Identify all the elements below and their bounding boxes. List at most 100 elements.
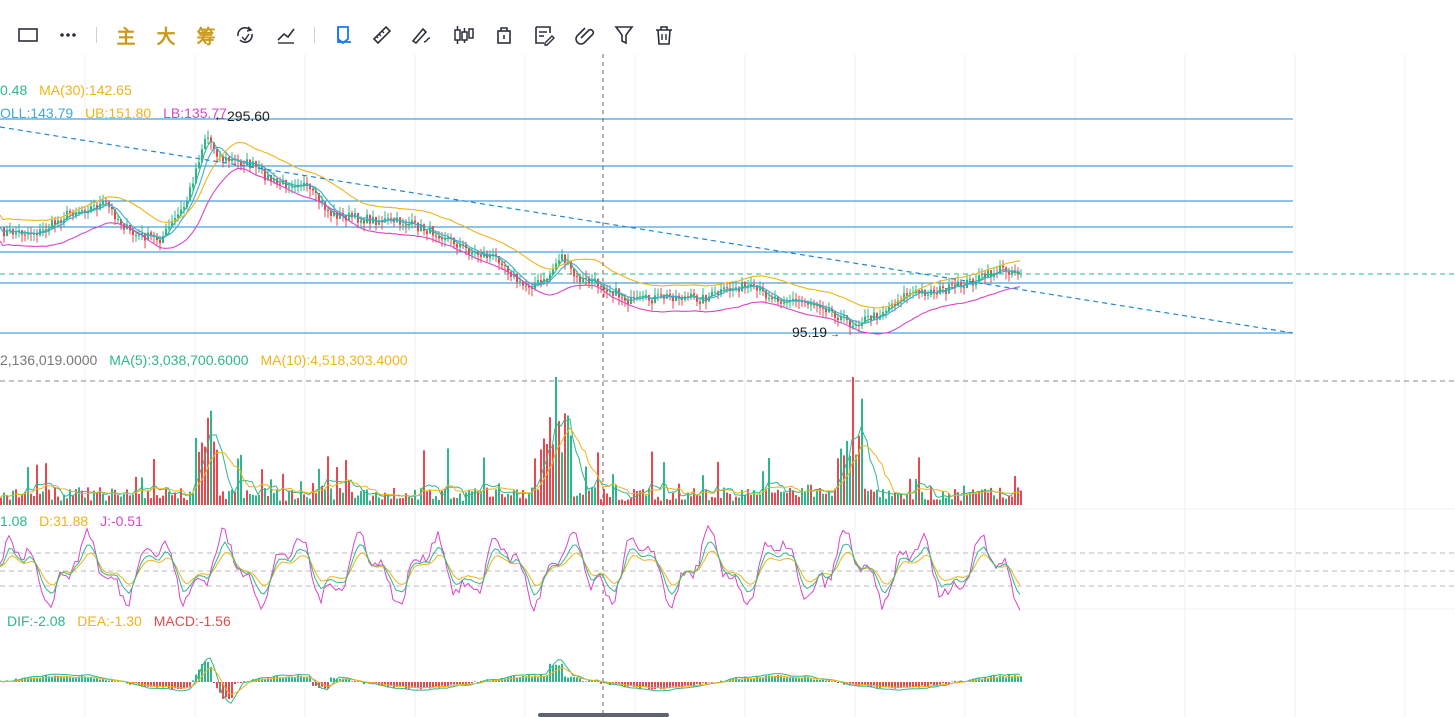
macd-bar (207, 662, 209, 682)
volume-bar (99, 487, 101, 505)
volume-bar (54, 487, 56, 505)
macd-bar (216, 682, 218, 689)
macd-bar (438, 682, 440, 688)
candle-body (9, 229, 11, 231)
volume-legend: 2,136,019.0000 MA(5):3,038,700.6000 MA(1… (0, 352, 416, 368)
trendline-tool-icon[interactable] (272, 16, 300, 54)
volume-bar (753, 490, 755, 505)
more-tools-icon[interactable] (54, 16, 82, 54)
macd-bar (507, 677, 509, 682)
macd-bar (336, 678, 338, 682)
volume-bar (180, 488, 182, 505)
kline-chart[interactable] (0, 54, 1455, 717)
macd-bar (135, 682, 137, 683)
candle-body (552, 269, 554, 275)
magnet-icon[interactable] (330, 16, 358, 54)
candle-body (582, 278, 584, 283)
volume-bar (408, 496, 410, 505)
volume-bar (966, 495, 968, 505)
candle-body (276, 178, 278, 184)
macd-bar (300, 675, 302, 682)
volume-bar (801, 488, 803, 505)
candle-body (660, 294, 662, 296)
candle-body (312, 189, 314, 191)
volume-bar (822, 493, 824, 505)
candle-body (324, 201, 326, 211)
volume-bar (273, 492, 275, 505)
filter-icon[interactable] (610, 16, 638, 54)
volume-bar (210, 410, 212, 505)
candle-body (183, 207, 185, 210)
candle-body (768, 297, 770, 299)
macd-bar (822, 678, 824, 682)
macd-bar (795, 677, 797, 682)
volume-bar (387, 495, 389, 505)
macd-bar (645, 682, 647, 688)
candle-body (339, 212, 341, 219)
candle-body (54, 220, 56, 225)
macd-bar (864, 682, 866, 685)
macd-bar (453, 682, 455, 685)
candle-body (321, 201, 323, 203)
volume-bar (237, 458, 239, 505)
volume-bar (873, 491, 875, 505)
volume-bar (393, 488, 395, 505)
volume-bar (831, 495, 833, 505)
rectangle-tool-icon[interactable] (14, 16, 42, 54)
volume-bar (639, 490, 641, 505)
volume-bar (849, 455, 851, 505)
volume-bar (804, 492, 806, 505)
volume-bar (762, 471, 764, 505)
candle-body (306, 182, 308, 184)
candle-body (165, 228, 167, 237)
macd-bar (87, 677, 89, 682)
candlestick-icon[interactable] (450, 16, 478, 54)
big-order-button[interactable]: 大 (156, 26, 176, 48)
volume-bar (717, 461, 719, 505)
candle-body (405, 224, 407, 226)
candle-body (843, 315, 845, 317)
macd-bar (570, 676, 572, 682)
macd-bar (588, 680, 590, 682)
volume-bar (390, 498, 392, 505)
ruler-icon[interactable] (368, 16, 396, 54)
horizontal-scroll-thumb[interactable] (538, 713, 669, 717)
volume-bar (480, 491, 482, 505)
volume-bar (81, 490, 83, 505)
candle-body (900, 300, 902, 302)
delete-icon[interactable] (650, 16, 678, 54)
link-icon[interactable] (570, 16, 598, 54)
candle-body (525, 285, 527, 287)
macd-bar (657, 682, 659, 688)
candle-body (120, 218, 122, 225)
candle-body (318, 193, 320, 203)
macd-bar (183, 682, 185, 689)
edit-note-icon[interactable] (530, 16, 558, 54)
legend-volume-ma5: MA(5):3,038,700.6000 (109, 352, 249, 368)
chip-distribution-button[interactable]: 筹 (196, 26, 216, 48)
macd-bar (165, 682, 167, 687)
candle-body (978, 275, 980, 282)
legend-boll-ub: UB:151.80 (85, 105, 152, 121)
boll-upper-line (0, 141, 1021, 309)
volume-bar (156, 495, 158, 505)
cycle-icon[interactable] (231, 16, 259, 54)
volume-bar (378, 497, 380, 505)
main-force-button[interactable]: 主 (116, 26, 136, 48)
macd-bar (42, 676, 44, 682)
lock-icon[interactable] (490, 16, 518, 54)
volume-bar (504, 497, 506, 505)
candle-body (81, 210, 83, 212)
candle-body (135, 234, 137, 236)
candle-body (1008, 271, 1010, 275)
macd-bar (408, 682, 410, 689)
volume-bar (309, 498, 311, 505)
macd-bar (339, 678, 341, 682)
brush-icon[interactable] (408, 16, 436, 54)
volume-bar (105, 500, 107, 505)
volume-bar (165, 487, 167, 505)
volume-bar (513, 489, 515, 505)
volume-bar (900, 494, 902, 505)
volume-bar (552, 444, 554, 505)
macd-bar (36, 677, 38, 682)
